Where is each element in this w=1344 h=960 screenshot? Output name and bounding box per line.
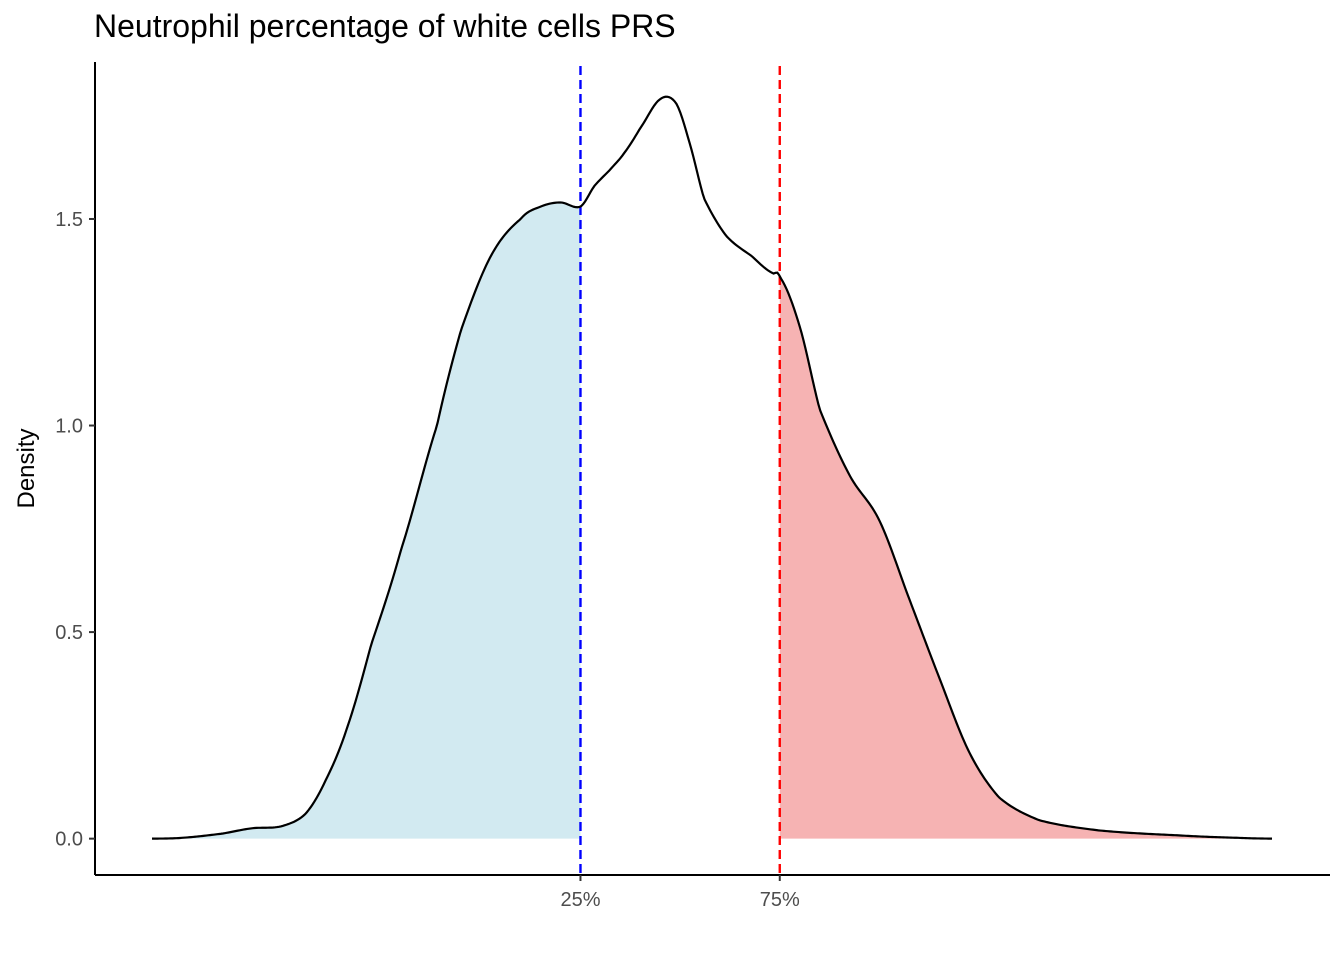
density-curve [151, 95, 1273, 840]
y-tick-label: 0.0 [55, 829, 83, 851]
axes: 0.0 0.5 1.0 1.5 25% 75% Density [13, 62, 1330, 911]
quantile-lines [579, 66, 781, 875]
chart-title: Neutrophil percentage of white cells PRS [94, 8, 676, 44]
y-tick-label: 1.0 [55, 416, 83, 438]
y-tick-label: 1.5 [55, 209, 83, 231]
density-curve-group [151, 95, 1273, 840]
fill-region-lower [152, 202, 581, 839]
x-tick-label: 25% [560, 889, 600, 911]
y-tick-label: 0.5 [55, 622, 83, 644]
fill-regions [152, 202, 1272, 839]
y-axis-title: Density [13, 428, 40, 508]
fill-region-upper [779, 276, 1272, 839]
x-tick-label: 75% [760, 889, 800, 911]
